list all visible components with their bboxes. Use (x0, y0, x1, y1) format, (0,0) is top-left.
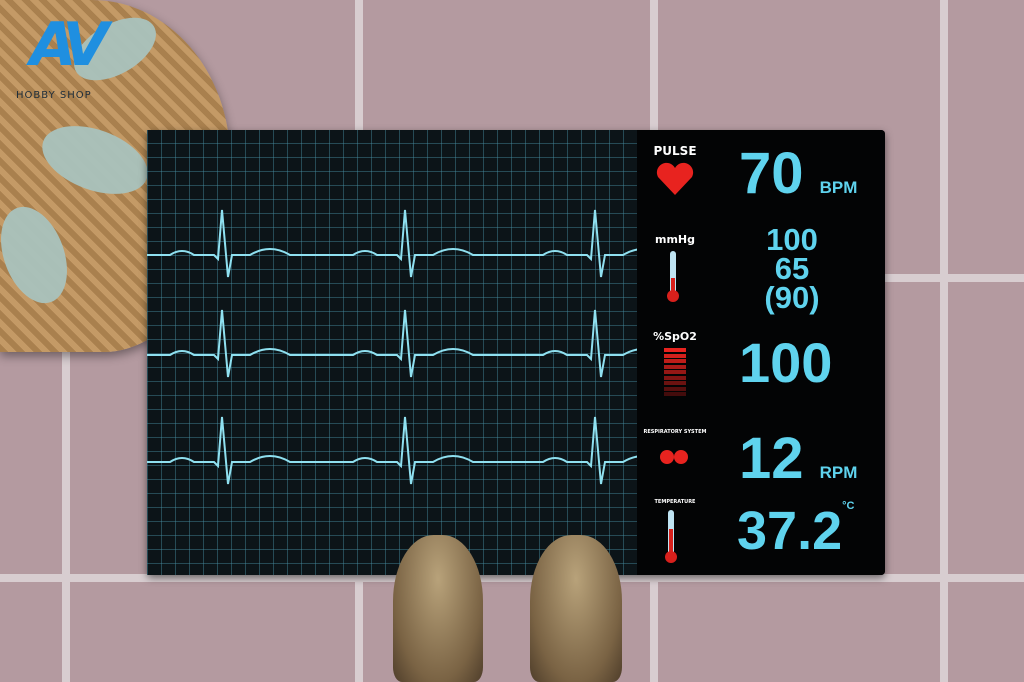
respiration-label: RESPIRATORY SYSTEM (643, 429, 707, 435)
logo-mark: AV (30, 10, 109, 80)
signal-bar (664, 359, 686, 363)
ecg-display (147, 130, 637, 575)
ecg-traces (147, 209, 637, 485)
signal-bar (664, 364, 686, 369)
ecg-trace (147, 209, 637, 278)
signal-bar (664, 348, 686, 352)
signal-bars-icon (664, 348, 686, 398)
bp-label: mmHg (654, 233, 695, 246)
vitals-panel: PULSE 70 BPM mmHg 100 65 (90) %SpO2 100 … (637, 130, 885, 575)
spo2-label: %SpO2 (653, 330, 697, 343)
right-boot (530, 535, 622, 682)
signal-bar (664, 392, 686, 396)
bp-systolic: 100 (766, 222, 818, 257)
signal-bar (664, 370, 686, 374)
bp-diastolic: 65 (774, 251, 810, 286)
pulse-value: 70 BPM (739, 141, 858, 206)
heart-icon (656, 162, 694, 195)
thermometer-icon (665, 510, 677, 563)
lungs-icon (660, 450, 688, 464)
signal-bar (664, 375, 686, 380)
temperature-value: 37.2°C (737, 500, 855, 561)
bp-mean: (90) (764, 280, 820, 315)
signal-bar (664, 386, 686, 391)
pulse-label: PULSE (653, 144, 697, 158)
temperature-label: TEMPERATURE (654, 499, 696, 505)
thermometer-icon (667, 251, 679, 302)
doormat: PULSE 70 BPM mmHg 100 65 (90) %SpO2 100 … (147, 130, 885, 575)
signal-bar (664, 381, 686, 385)
hobby-shop-logo: AV Hobby Shop (12, 10, 122, 110)
logo-text: Hobby Shop (16, 90, 92, 101)
ecg-trace (147, 416, 637, 485)
spo2-value: 100 (739, 331, 833, 394)
respiration-value: 12 RPM (739, 426, 858, 491)
signal-bar (664, 353, 686, 358)
left-boot (393, 535, 483, 682)
bp-values: 100 65 (90) (737, 222, 847, 315)
ecg-trace (147, 309, 637, 378)
